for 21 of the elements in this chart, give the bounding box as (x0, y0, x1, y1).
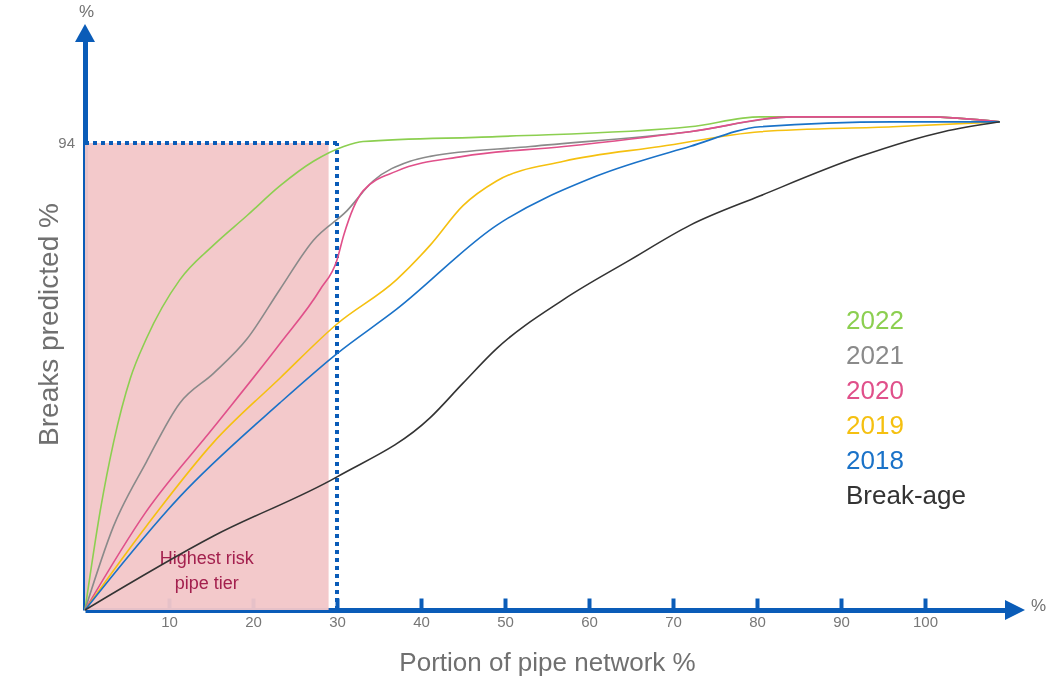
x-tick-label: 70 (665, 612, 682, 630)
text: 2022 (846, 305, 904, 335)
x-axis-title: Portion of pipe network % (399, 646, 696, 677)
text: 2019 (846, 410, 904, 440)
x-tick-label: 80 (749, 612, 766, 630)
text: % (1031, 596, 1047, 616)
text: 2018 (846, 445, 904, 475)
x-tick-label: 40 (413, 612, 430, 630)
x-tick-label: 90 (833, 612, 850, 630)
text: Break-age (846, 480, 966, 510)
x-tick-label: 10 (161, 612, 178, 630)
x-tick-label: 30 (329, 612, 346, 630)
text: 94 (58, 134, 75, 152)
text: % (79, 2, 95, 22)
x-tick-label: 20 (245, 612, 262, 630)
x-tick-label: 60 (581, 612, 598, 630)
x-tick-label: 100 (912, 612, 939, 630)
text: 2021 (846, 340, 904, 370)
x-tick-label: 50 (497, 612, 514, 630)
text: 2020 (846, 375, 904, 405)
y-axis-title: Breaks predicted % (32, 203, 64, 446)
